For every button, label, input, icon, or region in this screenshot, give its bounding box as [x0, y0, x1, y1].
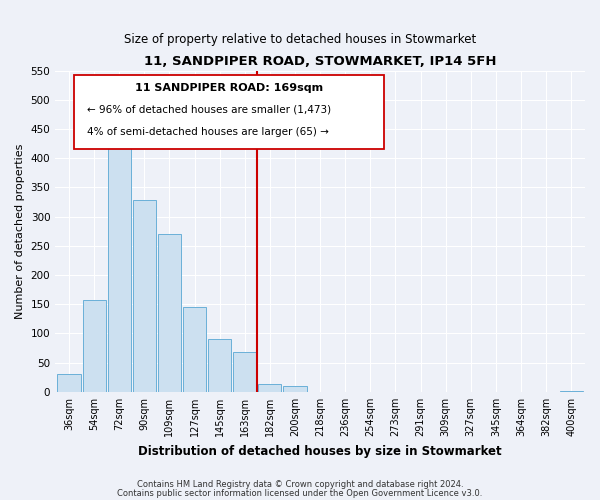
Text: Contains HM Land Registry data © Crown copyright and database right 2024.: Contains HM Land Registry data © Crown c…: [137, 480, 463, 489]
Bar: [283, 386, 307, 392]
Bar: [58, 374, 80, 392]
Bar: [133, 200, 156, 392]
Text: Size of property relative to detached houses in Stowmarket: Size of property relative to detached ho…: [124, 32, 476, 46]
Bar: [183, 306, 206, 392]
Bar: [158, 234, 181, 392]
Text: 4% of semi-detached houses are larger (65) →: 4% of semi-detached houses are larger (6…: [87, 127, 329, 137]
Title: 11, SANDPIPER ROAD, STOWMARKET, IP14 5FH: 11, SANDPIPER ROAD, STOWMARKET, IP14 5FH: [144, 55, 496, 68]
Bar: [560, 391, 583, 392]
Bar: [208, 339, 231, 392]
Bar: [83, 300, 106, 392]
Text: Contains public sector information licensed under the Open Government Licence v3: Contains public sector information licen…: [118, 488, 482, 498]
Bar: [233, 352, 256, 392]
Bar: [259, 384, 281, 392]
FancyBboxPatch shape: [74, 76, 383, 150]
X-axis label: Distribution of detached houses by size in Stowmarket: Distribution of detached houses by size …: [138, 444, 502, 458]
Bar: [107, 144, 131, 392]
Y-axis label: Number of detached properties: Number of detached properties: [15, 144, 25, 319]
Text: 11 SANDPIPER ROAD: 169sqm: 11 SANDPIPER ROAD: 169sqm: [134, 83, 323, 93]
Text: ← 96% of detached houses are smaller (1,473): ← 96% of detached houses are smaller (1,…: [87, 104, 331, 115]
